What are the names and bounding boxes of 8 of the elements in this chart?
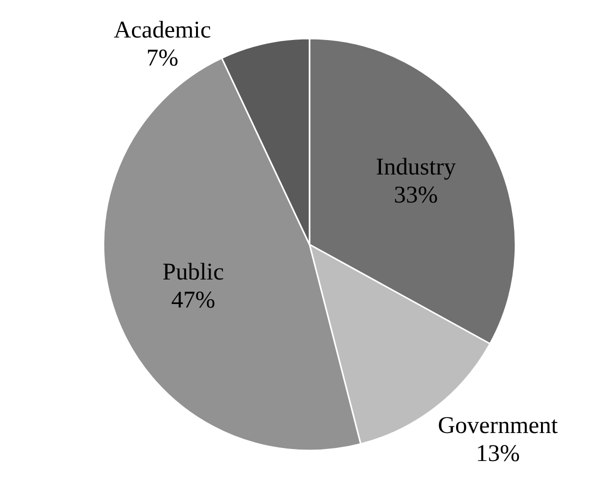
data-label: 7% — [146, 46, 178, 72]
data-label: 13% — [476, 440, 520, 467]
data-label: 33% — [394, 182, 438, 209]
data-label: 47% — [171, 287, 216, 314]
slice-label: Industry — [376, 154, 456, 181]
slice-label: Government — [438, 412, 558, 439]
slice-label: Public — [162, 259, 224, 286]
slice-label: Academic — [114, 18, 211, 44]
